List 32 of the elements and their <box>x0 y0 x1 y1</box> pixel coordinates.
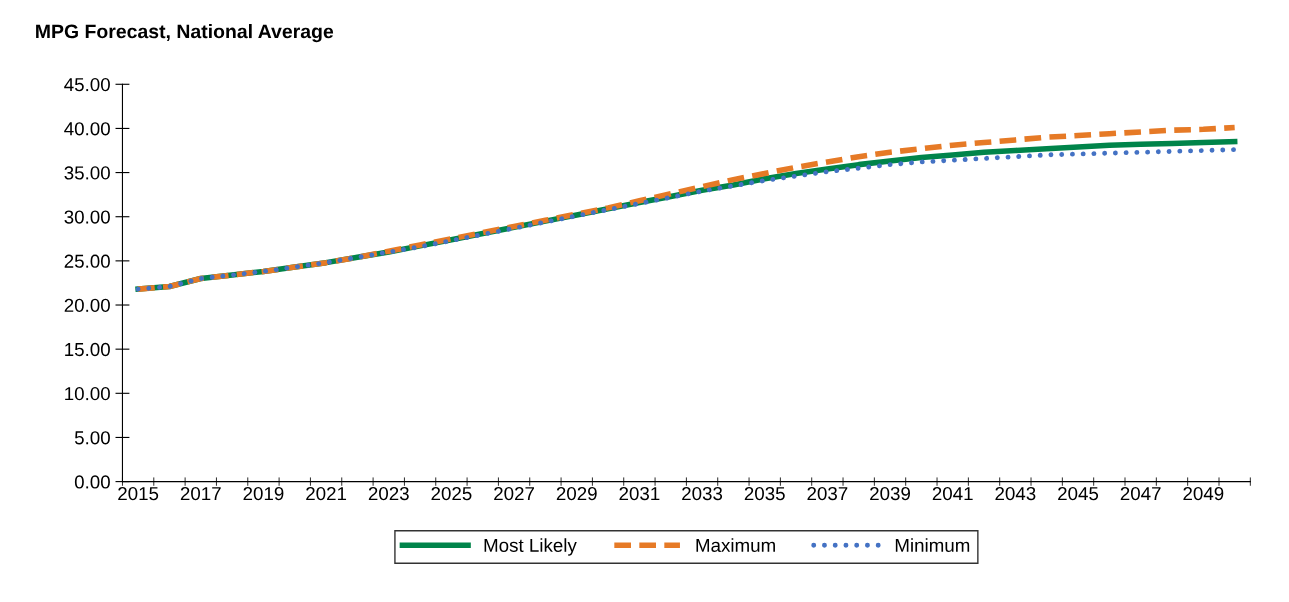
x-tick-label: 2019 <box>243 486 284 501</box>
legend-label: Maximum <box>696 538 775 552</box>
y-tick-label: 45.00 <box>64 77 110 92</box>
x-tick-label: 2043 <box>995 486 1036 501</box>
legend-label: Minimum <box>895 538 970 552</box>
y-tick-label: 35.00 <box>64 166 110 180</box>
legend-label: Most Likely <box>484 538 577 556</box>
y-tick-label: 15.00 <box>65 342 110 357</box>
x-tick-label: 2037 <box>807 486 848 501</box>
x-tick-label: 2027 <box>494 486 534 501</box>
x-tick-label: 2029 <box>556 486 597 501</box>
x-tick-label: 2025 <box>431 486 472 501</box>
chart-title: MPG Forecast, National Average <box>36 24 334 43</box>
x-tick-label: 2033 <box>682 486 723 501</box>
x-tick-label: 2031 <box>619 486 660 501</box>
y-tick-label: 40.00 <box>64 122 110 136</box>
x-tick-label: 2045 <box>1058 486 1099 501</box>
y-tick-label: 20.00 <box>64 298 110 312</box>
x-tick-label: 2023 <box>368 486 409 501</box>
x-tick-label: 2035 <box>744 486 785 501</box>
x-tick-label: 2047 <box>1120 486 1161 501</box>
x-tick-label: 2049 <box>1183 486 1224 501</box>
y-tick-label: 30.00 <box>64 210 110 224</box>
y-tick-label: 0.00 <box>74 475 110 489</box>
x-tick-label: 2041 <box>932 486 973 501</box>
y-tick-label: 10.00 <box>65 387 110 401</box>
y-tick-label: 5.00 <box>74 431 110 445</box>
x-tick-label: 2039 <box>870 486 911 501</box>
x-tick-label: 2017 <box>180 486 221 501</box>
y-tick-label: 25.00 <box>64 254 110 268</box>
x-tick-label: 2021 <box>306 486 347 501</box>
x-tick-label: 2015 <box>118 486 159 501</box>
